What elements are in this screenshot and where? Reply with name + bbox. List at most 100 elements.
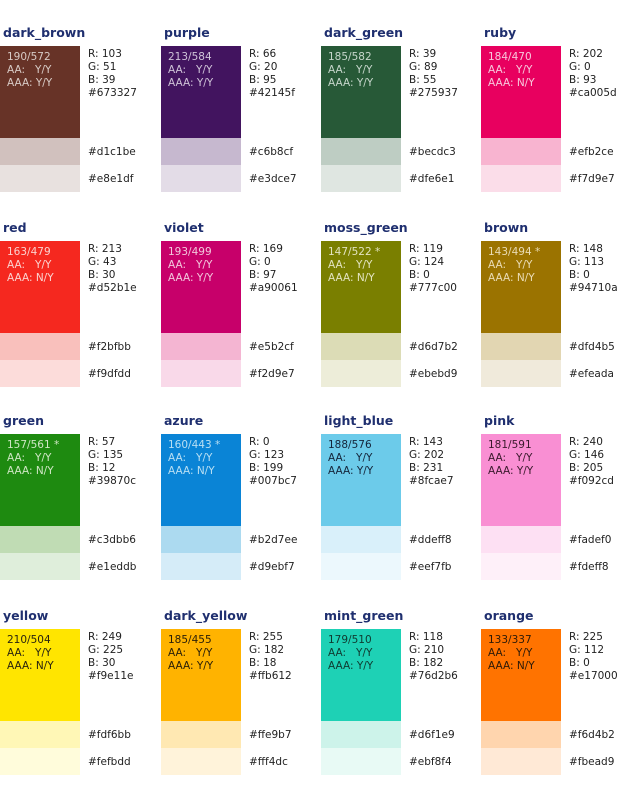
aa-rating: AA: Y/Y (328, 64, 373, 76)
tint-swatch-1 (0, 526, 80, 553)
color-name: dark_brown (3, 25, 86, 40)
main-swatch: 185/455 AA: Y/Y AAA: Y/Y (161, 629, 241, 721)
tint-hex-2: #f7d9e7 (569, 173, 615, 185)
rgb-values: R: 143 G: 202 B: 231 #8fcae7 (409, 436, 454, 488)
tint-hex-2: #f2d9e7 (249, 368, 295, 380)
tint-hex-1: #fadef0 (569, 534, 612, 546)
blue-value: B: 95 (249, 74, 277, 86)
green-value: G: 182 (249, 644, 285, 656)
tint-swatch-2 (0, 748, 80, 775)
aa-rating: AA: Y/Y (488, 259, 533, 271)
aaa-rating: AAA: Y/Y (168, 77, 214, 89)
aa-rating: AA: Y/Y (488, 64, 533, 76)
tint-hex-1: #ffe9b7 (249, 729, 292, 741)
main-swatch: 143/494 * AA: Y/Y AAA: N/Y (481, 241, 561, 333)
main-swatch: 160/443 * AA: Y/Y AAA: N/Y (161, 434, 241, 526)
main-swatch: 133/337 AA: Y/Y AAA: N/Y (481, 629, 561, 721)
main-swatch: 210/504 AA: Y/Y AAA: N/Y (0, 629, 80, 721)
tint-hex-2: #e1eddb (88, 561, 137, 573)
red-value: R: 0 (249, 436, 270, 448)
tint-hex-2: #ebebd9 (409, 368, 458, 380)
hex-value: #8fcae7 (409, 475, 454, 487)
tint-hex-2: #e3dce7 (249, 173, 297, 185)
contrast-ratio: 185/582 (328, 51, 372, 63)
green-value: G: 123 (249, 449, 285, 461)
green-value: G: 0 (249, 256, 271, 268)
color-card-green: green 157/561 * AA: Y/Y AAA: N/Y R: 57 G: 135… (0, 414, 160, 609)
tint-hex-1: #efb2ce (569, 146, 614, 158)
color-card-azure: azure 160/443 * AA: Y/Y AAA: N/Y R: 0 G: 123 B… (161, 414, 321, 609)
color-card-dark_green: dark_green 185/582 AA: Y/Y AAA: Y/Y R: 39 G: … (321, 26, 481, 221)
contrast-info: 163/479 AA: Y/Y AAA: N/Y (7, 246, 54, 285)
hex-value: #d52b1e (88, 282, 137, 294)
tint-swatch-2 (481, 165, 561, 192)
aaa-rating: AAA: N/Y (7, 465, 54, 477)
rgb-values: R: 249 G: 225 B: 30 #f9e11e (88, 631, 133, 683)
contrast-info: 181/591 AA: Y/Y AAA: Y/Y (488, 439, 533, 478)
hex-value: #777c00 (409, 282, 457, 294)
tint-hex-2: #efeada (569, 368, 614, 380)
hex-value: #007bc7 (249, 475, 297, 487)
tint-swatch-1 (161, 333, 241, 360)
tint-swatch-2 (0, 165, 80, 192)
aaa-rating: AAA: N/Y (7, 660, 54, 672)
main-swatch: 157/561 * AA: Y/Y AAA: N/Y (0, 434, 80, 526)
tint-swatch-2 (161, 360, 241, 387)
green-value: G: 135 (88, 449, 124, 461)
tint-hex-1: #d1c1be (88, 146, 136, 158)
tint-swatch-1 (481, 333, 561, 360)
blue-value: B: 0 (409, 269, 430, 281)
color-card-brown: brown 143/494 * AA: Y/Y AAA: N/Y R: 148 G: 11… (481, 221, 630, 416)
tint-swatch-2 (321, 360, 401, 387)
aa-rating: AA: Y/Y (7, 647, 52, 659)
tint-hex-1: #becdc3 (409, 146, 456, 158)
contrast-ratio: 213/584 (168, 51, 212, 63)
aaa-rating: AAA: Y/Y (328, 660, 374, 672)
color-name: red (3, 220, 27, 235)
green-value: G: 43 (88, 256, 117, 268)
main-swatch: 213/584 AA: Y/Y AAA: Y/Y (161, 46, 241, 138)
rgb-values: R: 57 G: 135 B: 12 #39870c (88, 436, 136, 488)
blue-value: B: 12 (88, 462, 116, 474)
tint-swatch-2 (481, 360, 561, 387)
rgb-values: R: 66 G: 20 B: 95 #42145f (249, 48, 295, 100)
blue-value: B: 0 (569, 269, 590, 281)
blue-value: B: 55 (409, 74, 437, 86)
contrast-info: 179/510 AA: Y/Y AAA: Y/Y (328, 634, 373, 673)
aa-rating: AA: Y/Y (488, 452, 533, 464)
tint-hex-1: #dfd4b5 (569, 341, 615, 353)
contrast-ratio: 163/479 (7, 246, 51, 258)
contrast-info: 185/582 AA: Y/Y AAA: Y/Y (328, 51, 373, 90)
color-name: light_blue (324, 413, 394, 428)
aaa-rating: AAA: Y/Y (168, 272, 214, 284)
color-card-orange: orange 133/337 AA: Y/Y AAA: N/Y R: 225 G: 112… (481, 609, 630, 804)
contrast-ratio: 143/494 * (488, 246, 541, 258)
aa-rating: AA: Y/Y (328, 259, 373, 271)
rgb-values: R: 225 G: 112 B: 0 #e17000 (569, 631, 618, 683)
main-swatch: 147/522 * AA: Y/Y AAA: N/Y (321, 241, 401, 333)
tint-hex-2: #ebf8f4 (409, 756, 452, 768)
red-value: R: 213 (88, 243, 122, 255)
contrast-info: 147/522 * AA: Y/Y AAA: N/Y (328, 246, 380, 285)
blue-value: B: 182 (409, 657, 444, 669)
contrast-info: 160/443 * AA: Y/Y AAA: N/Y (168, 439, 220, 478)
contrast-info: 210/504 AA: Y/Y AAA: N/Y (7, 634, 54, 673)
contrast-info: 184/470 AA: Y/Y AAA: N/Y (488, 51, 535, 90)
blue-value: B: 93 (569, 74, 597, 86)
tint-hex-1: #f6d4b2 (569, 729, 615, 741)
green-value: G: 210 (409, 644, 445, 656)
tint-swatch-2 (481, 553, 561, 580)
tint-hex-2: #f9dfdd (88, 368, 131, 380)
blue-value: B: 199 (249, 462, 284, 474)
red-value: R: 66 (249, 48, 277, 60)
color-card-ruby: ruby 184/470 AA: Y/Y AAA: N/Y R: 202 G: 0 B: 9… (481, 26, 630, 221)
tint-swatch-2 (321, 553, 401, 580)
hex-value: #39870c (88, 475, 136, 487)
tint-hex-2: #fff4dc (249, 756, 288, 768)
contrast-ratio: 185/455 (168, 634, 212, 646)
aaa-rating: AAA: Y/Y (328, 77, 374, 89)
aa-rating: AA: Y/Y (328, 452, 373, 464)
rgb-values: R: 119 G: 124 B: 0 #777c00 (409, 243, 457, 295)
main-swatch: 181/591 AA: Y/Y AAA: Y/Y (481, 434, 561, 526)
tint-hex-1: #ddeff8 (409, 534, 452, 546)
